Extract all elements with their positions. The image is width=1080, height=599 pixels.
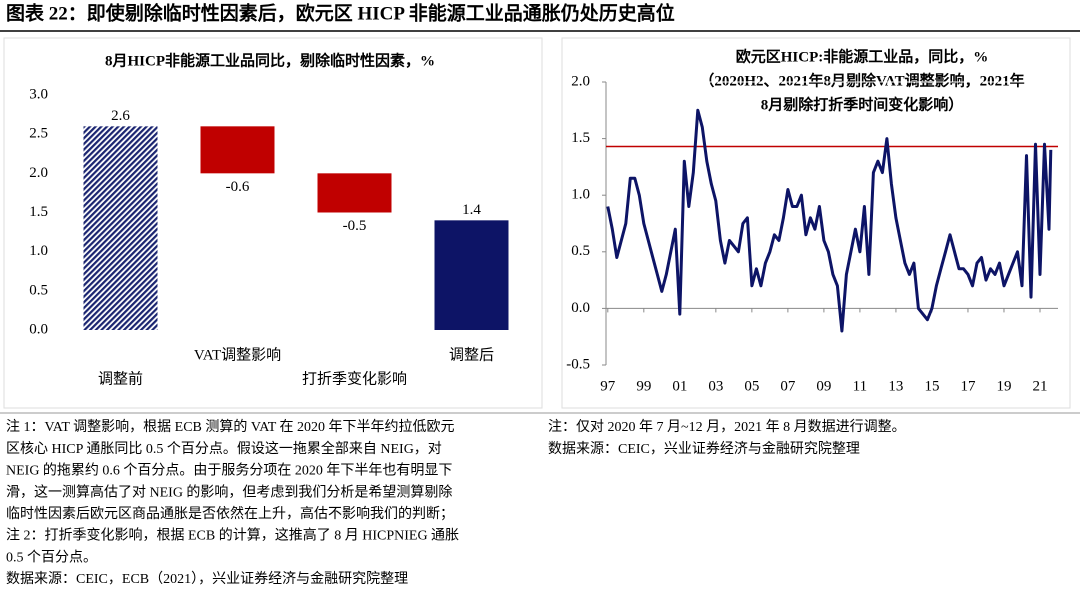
note-line: 临时性因素后欧元区商品通胀是否依然在上升，高估不影响我们的判断； [6, 505, 454, 522]
y-tick-label: 0.5 [29, 282, 48, 298]
x-tick-label: 21 [1032, 378, 1047, 394]
note-line: 注 2：打折季变化影响，根据 ECB 的计算，这推高了 8 月 HICPNIEG… [6, 527, 459, 544]
note-line: 数据来源：CEIC，兴业证券经济与金融研究院整理 [548, 441, 860, 457]
y-tick-label: 1.0 [571, 187, 590, 203]
x-tick-label: 97 [600, 378, 616, 394]
bar [434, 220, 509, 330]
y-tick-label: 3.0 [29, 86, 48, 102]
bar [317, 173, 392, 213]
note-line: 0.5 个百分点。 [6, 549, 97, 565]
y-tick-label: 0.0 [571, 300, 590, 316]
note-line: NEIG 的拖累约 0.6 个百分点。由于服务分项在 2020 年下半年也有明显… [6, 463, 452, 479]
y-tick-label: 0.0 [29, 321, 48, 337]
data-label: 1.4 [462, 202, 481, 218]
x-tick-label: 15 [924, 378, 939, 394]
chart-title: 欧元区HICP:非能源工业品，同比，% [736, 47, 989, 65]
note-line: 注 1：VAT 调整影响，根据 ECB 测算的 VAT 在 2020 年下半年约… [6, 419, 455, 435]
x-tick-label: 01 [672, 378, 687, 394]
y-tick-label: 2.0 [29, 165, 48, 181]
x-tick-label: 99 [636, 378, 651, 394]
y-tick-label: 2.5 [29, 126, 48, 142]
note-line: 滑，这一测算高估了对 NEIG 的影响，但考虑到我们分析是希望测算剔除 [6, 483, 452, 500]
note-line: 区核心 HICP 通胀同比 0.5 个百分点。假设这一拖累全部来自 NEIG，对 [6, 440, 442, 457]
chart-title: 8月HICP非能源工业品同比，剔除临时性因素，% [105, 51, 435, 69]
data-label: -0.5 [343, 218, 367, 234]
y-tick-label: 2.0 [571, 73, 590, 89]
left-frame [3, 37, 543, 409]
x-tick-label: 调整后 [449, 346, 494, 363]
y-tick-label: 1.0 [29, 243, 48, 259]
figure-title: 图表 22：即使剔除临时性因素后，欧元区 HICP 非能源工业品通胀仍处历史高位 [6, 1, 675, 24]
plot-frame [605, 81, 1059, 366]
note-line: 注：仅对 2020 年 7 月~12 月，2021 年 8 月数据进行调整。 [548, 419, 906, 435]
x-tick-label: 09 [816, 378, 831, 394]
chart-title: 8月剔除打折季时间变化影响） [761, 95, 964, 113]
x-tick-label: 03 [708, 378, 723, 394]
x-tick-label: 13 [888, 378, 903, 394]
x-tick-label: 17 [960, 378, 976, 394]
x-tick-label: 07 [780, 378, 796, 394]
note-line: 数据来源：CEIC，ECB（2021），兴业证券经济与金融研究院整理 [6, 571, 408, 587]
y-tick-label: 1.5 [571, 130, 590, 146]
x-tick-label: VAT调整影响 [194, 346, 281, 363]
x-tick-label: 11 [853, 378, 867, 394]
chart-title: （2020H2、2021年8月剔除VAT调整影响，2021年 [699, 71, 1024, 89]
data-label: -0.6 [226, 179, 250, 195]
y-tick-label: -0.5 [566, 356, 590, 372]
data-label: 2.6 [111, 108, 130, 124]
series-line [606, 108, 1053, 333]
y-tick-label: 0.5 [571, 243, 590, 259]
y-tick-label: 1.5 [29, 204, 48, 220]
right-frame [561, 37, 1071, 409]
bar [200, 126, 275, 174]
x-tick-label: 05 [744, 378, 759, 394]
x-tick-label: 打折季变化影响 [302, 370, 407, 387]
x-tick-label: 调整前 [98, 370, 143, 387]
bar [83, 126, 158, 330]
x-tick-label: 19 [996, 378, 1011, 394]
